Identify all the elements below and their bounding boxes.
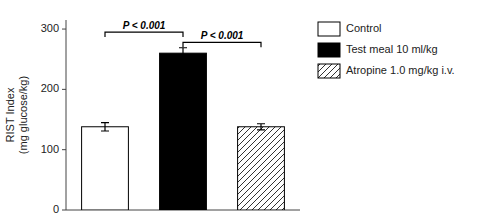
significance-label: P < 0.001 [123,20,166,31]
y-axis-line [66,20,67,210]
error-bar [101,123,109,131]
y-tick [62,89,66,90]
y-tick [62,149,66,150]
legend-swatch [318,22,340,36]
bars [82,48,285,210]
legend-label: Test meal 10 ml/kg [346,43,438,55]
annotations: P < 0.001 P < 0.001 [105,20,261,47]
y-tick-label: 0 [53,203,59,215]
y-tick-label: 100 [41,143,59,155]
significance-bracket [183,42,261,47]
y-axis-label: RIST Index(mg glucose/kg) [4,76,29,154]
legend-swatch [318,64,340,78]
y-tick [62,210,66,211]
legend-label: Control [346,22,381,34]
bar [238,127,285,210]
y-axis-label-line: (mg glucose/kg) [17,76,29,154]
y-tick-label: 200 [41,82,59,94]
legend-label: Atropine 1.0 mg/kg i.v. [346,64,455,76]
legend-swatch [318,43,340,57]
y-axis: 0 100 200 300 [41,20,300,215]
bar [82,127,129,210]
bar [160,53,207,210]
y-axis-label-line: RIST Index [4,87,16,142]
significance-label: P < 0.001 [201,30,244,41]
significance-bracket [105,32,183,37]
error-bar [179,48,187,59]
error-bar [257,124,265,130]
y-tick [62,29,66,30]
y-tick-label: 300 [41,22,59,34]
chart: 0 100 200 300 RIST Index(mg glucose/kg) P < 0… [0,0,500,224]
legend: Control Test meal 10 ml/kg Atropine 1.0 mg… [318,22,455,78]
